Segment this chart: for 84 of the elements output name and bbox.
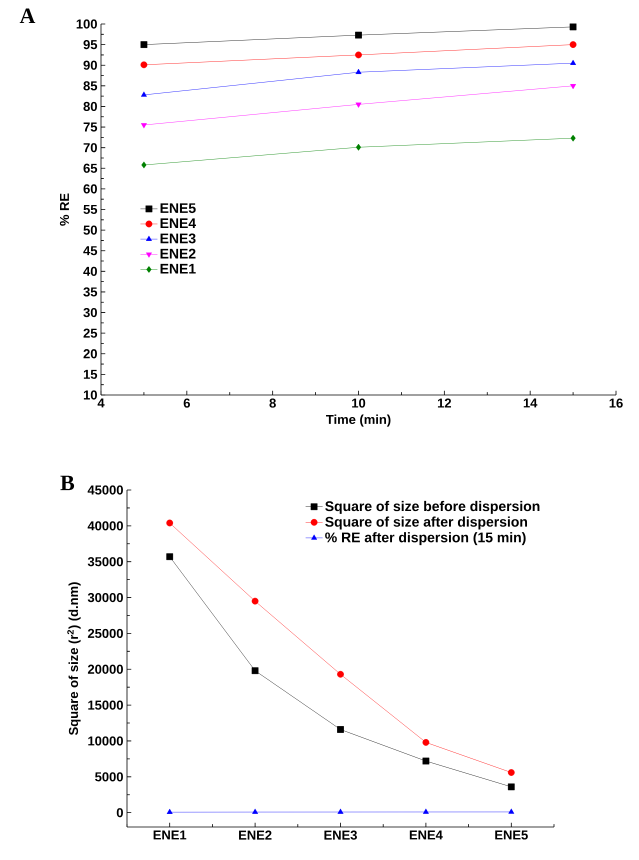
point	[338, 808, 344, 814]
legend-label: ENE4	[160, 218, 196, 228]
legend-label: ENE3	[160, 233, 196, 244]
point	[140, 41, 148, 48]
y-tick-label: 90	[84, 60, 97, 70]
y-tick-label: 45	[83, 246, 98, 256]
y-tick-label: 30000	[88, 592, 123, 602]
point	[570, 23, 576, 30]
y-axis-title: % RE	[60, 193, 70, 226]
x-tick-label: 12	[438, 398, 452, 408]
legend-label: ENE5	[160, 203, 196, 214]
point	[252, 667, 258, 674]
x-tick-label: ENE2	[239, 830, 272, 840]
y-tick-label: 55	[83, 204, 98, 214]
y-tick-label: 40000	[88, 521, 123, 530]
y-axis-title: Square of size (r$^{2}$) (d.nm)	[67, 582, 81, 736]
y-tick-label: 10000	[88, 736, 123, 746]
x-tick-label: 16	[610, 398, 623, 408]
point	[252, 808, 258, 814]
point	[252, 598, 258, 605]
legend-label: ENE2	[160, 248, 196, 258]
y-tick-label: 10	[84, 390, 97, 400]
y-tick-label: 25	[84, 328, 98, 338]
y-tick-label: 60	[84, 184, 97, 194]
x-tick-label: 4	[98, 398, 105, 408]
point	[355, 32, 362, 39]
point	[140, 61, 148, 68]
legend-label: Square of size before dispersion	[325, 500, 540, 514]
y-tick-label: 15000	[88, 700, 123, 710]
y-tick-label: 30	[83, 308, 97, 318]
point	[337, 726, 344, 733]
y-tick-label: 75	[84, 122, 98, 132]
chart-title: B	[60, 476, 74, 490]
y-tick-label: 95	[84, 40, 98, 50]
y-tick-label: 40	[83, 266, 97, 276]
point	[166, 520, 174, 526]
point	[422, 758, 430, 764]
y-tick-label: 20000	[88, 664, 123, 674]
x-tick-label: ENE1	[154, 830, 186, 840]
point	[422, 739, 430, 746]
x-tick-label: 10	[352, 398, 366, 408]
x-axis-title: Time (min)	[326, 414, 390, 427]
point	[140, 123, 147, 128]
point	[355, 52, 362, 58]
y-tick-label: 20	[84, 349, 97, 358]
legend-label: % RE after dispersion (15 min)	[325, 532, 526, 546]
point	[570, 84, 576, 90]
y-tick-label: 50	[83, 226, 97, 235]
y-tick-label: 35000	[88, 557, 123, 566]
y-tick-label: 5000	[95, 772, 123, 782]
point	[422, 808, 429, 814]
legend-label: ENE1	[160, 264, 196, 274]
y-tick-label: 70	[84, 143, 97, 152]
y-tick-label: 15	[84, 370, 98, 379]
x-tick-label: 8	[269, 398, 276, 408]
x-tick-label: 6	[184, 398, 190, 408]
point	[166, 553, 174, 560]
y-tick-label: 65	[84, 164, 98, 173]
point	[356, 68, 362, 74]
legend-label: Square of size after dispersion	[325, 516, 528, 530]
point	[570, 134, 576, 142]
y-tick-label: 80	[83, 102, 97, 112]
x-tick-label: ENE3	[324, 830, 357, 840]
point	[141, 162, 147, 168]
point	[508, 808, 514, 814]
point	[508, 769, 515, 776]
y-tick-label: 0	[116, 808, 123, 818]
y-tick-label: 45000	[88, 485, 123, 495]
point	[356, 102, 362, 108]
point	[570, 60, 576, 65]
x-tick-label: ENE4	[410, 830, 443, 840]
x-tick-label: ENE5	[495, 830, 528, 840]
point	[570, 41, 576, 48]
y-tick-label: 100	[76, 19, 97, 29]
y-tick-label: 85	[83, 81, 98, 90]
point	[140, 92, 147, 97]
x-tick-label: 14	[524, 398, 538, 408]
y-tick-label: 35	[83, 287, 98, 297]
point	[356, 144, 362, 151]
point	[166, 808, 173, 814]
y-tick-label: 25000	[88, 628, 123, 638]
chart-title: A	[20, 8, 36, 24]
point	[508, 783, 515, 790]
point	[337, 670, 344, 678]
